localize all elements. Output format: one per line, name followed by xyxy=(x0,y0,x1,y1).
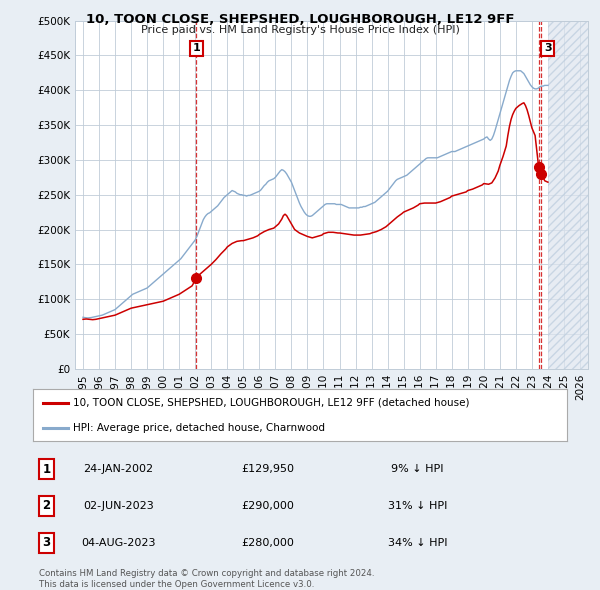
Text: £280,000: £280,000 xyxy=(242,537,295,548)
Text: 34% ↓ HPI: 34% ↓ HPI xyxy=(388,537,447,548)
Text: 10, TOON CLOSE, SHEPSHED, LOUGHBOROUGH, LE12 9FF: 10, TOON CLOSE, SHEPSHED, LOUGHBOROUGH, … xyxy=(86,13,514,26)
Text: 1: 1 xyxy=(42,463,50,476)
Text: Price paid vs. HM Land Registry's House Price Index (HPI): Price paid vs. HM Land Registry's House … xyxy=(140,25,460,35)
Text: £129,950: £129,950 xyxy=(241,464,295,474)
Text: HPI: Average price, detached house, Charnwood: HPI: Average price, detached house, Char… xyxy=(73,423,325,433)
Bar xyxy=(548,21,588,369)
Text: 10, TOON CLOSE, SHEPSHED, LOUGHBOROUGH, LE12 9FF (detached house): 10, TOON CLOSE, SHEPSHED, LOUGHBOROUGH, … xyxy=(73,398,470,408)
Text: £290,000: £290,000 xyxy=(242,501,295,511)
Text: 02-JUN-2023: 02-JUN-2023 xyxy=(83,501,154,511)
Text: 3: 3 xyxy=(42,536,50,549)
Text: 04-AUG-2023: 04-AUG-2023 xyxy=(81,537,155,548)
Text: 24-JAN-2002: 24-JAN-2002 xyxy=(83,464,154,474)
Text: 31% ↓ HPI: 31% ↓ HPI xyxy=(388,501,447,511)
Text: 1: 1 xyxy=(193,44,200,54)
Text: 2: 2 xyxy=(42,499,50,513)
Text: 9% ↓ HPI: 9% ↓ HPI xyxy=(391,464,444,474)
Text: 3: 3 xyxy=(544,44,551,54)
Text: Contains HM Land Registry data © Crown copyright and database right 2024.
This d: Contains HM Land Registry data © Crown c… xyxy=(39,569,374,589)
